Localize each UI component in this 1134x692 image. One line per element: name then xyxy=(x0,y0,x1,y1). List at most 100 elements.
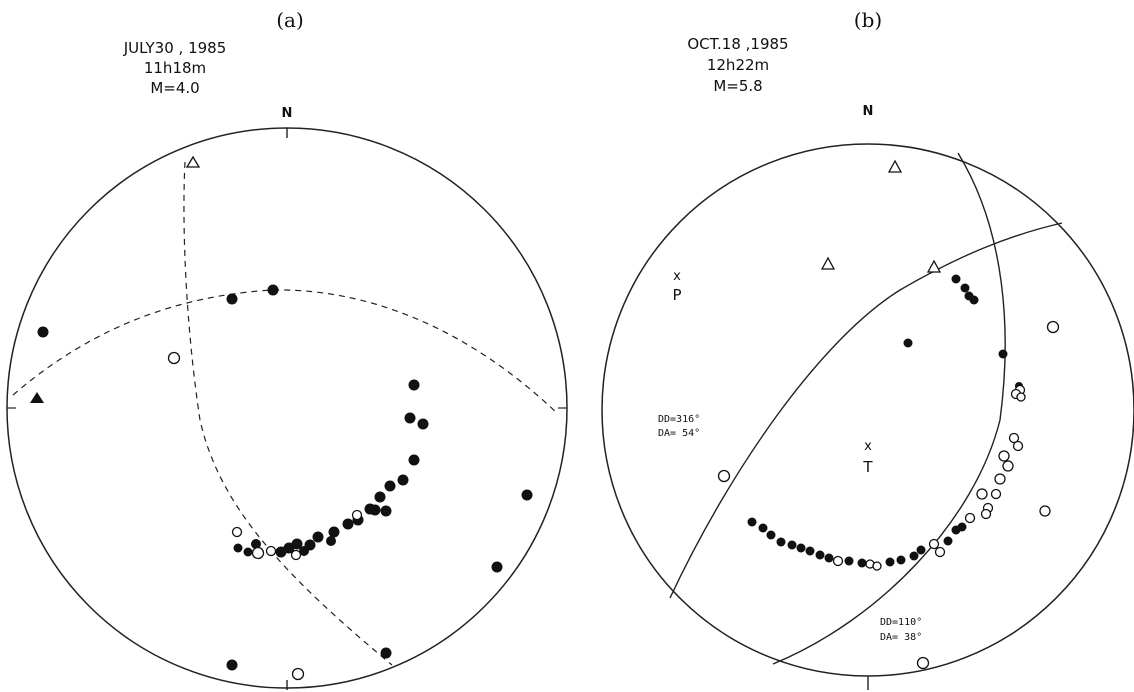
compression-point xyxy=(408,454,420,466)
dilatation-point xyxy=(231,526,243,538)
compression-point xyxy=(758,523,768,533)
panel-b-date: OCT.18 ,1985 xyxy=(687,35,788,53)
dilatation-point xyxy=(717,469,731,483)
compression-point xyxy=(404,412,416,424)
dilatation-point xyxy=(832,555,844,567)
panel-a-label: (a) xyxy=(276,8,304,32)
panel-a-filled-triangle xyxy=(30,392,44,403)
panel-b-nodal-plane-2 xyxy=(772,152,1006,665)
dilatation-point xyxy=(928,538,940,550)
compression-point xyxy=(299,546,309,556)
compression-point xyxy=(37,326,49,338)
dilatation-point xyxy=(916,656,930,670)
compression-point xyxy=(969,295,979,305)
panel-b-north-label: N xyxy=(863,104,874,119)
compression-point xyxy=(909,551,919,561)
panel-b-nodal-plane-1 xyxy=(669,222,1063,599)
dilatation-point xyxy=(990,488,1002,500)
compression-point xyxy=(417,418,429,430)
dilatation-point xyxy=(994,473,1006,485)
compression-point xyxy=(903,338,913,348)
compression-point xyxy=(226,659,238,671)
panel-a-compressions xyxy=(37,284,533,671)
dilatation-point xyxy=(251,546,265,560)
panel-a-dilatations xyxy=(167,351,363,681)
compression-point xyxy=(815,550,825,560)
dilatation-point xyxy=(265,545,277,557)
dilatation-point xyxy=(980,508,992,520)
panel-a-nodal-plane-1 xyxy=(12,289,559,415)
panel-a-north-label: N xyxy=(282,106,293,121)
panel-a-net-circle xyxy=(6,127,568,689)
compression-point xyxy=(844,556,854,566)
panel-a-open-triangle xyxy=(185,155,201,168)
compression-point xyxy=(998,349,1008,359)
dilatation-point xyxy=(1012,440,1024,452)
plane-1-dip-angle: DA= 54° xyxy=(658,428,700,439)
panel-b-time: 12h22m xyxy=(707,56,769,74)
dilatation-point xyxy=(1046,320,1060,334)
compression-point xyxy=(916,545,926,555)
compression-point xyxy=(796,543,806,553)
dilatation-point xyxy=(1002,460,1014,472)
dilatation-point xyxy=(964,512,976,524)
compression-point xyxy=(957,522,967,532)
compression-point xyxy=(384,480,396,492)
compression-point xyxy=(408,379,420,391)
compression-point xyxy=(328,526,340,538)
compression-point xyxy=(951,274,961,284)
panel-a-magnitude: M=4.0 xyxy=(150,79,199,97)
open-triangle xyxy=(887,159,903,173)
dilatation-point xyxy=(290,549,302,561)
dilatation-point xyxy=(976,488,988,500)
panel-b-stereonet: x P x T DD=316° DA= 54° DD=110° DA= 38° xyxy=(601,143,1134,690)
panel-a-stereonet xyxy=(6,127,568,690)
compression-point xyxy=(374,491,386,503)
plane-2-dip-angle: DA= 38° xyxy=(880,632,922,643)
dilatation-point xyxy=(1016,392,1026,402)
plane-2-dip-direction: DD=110° xyxy=(880,617,922,628)
p-axis-label: P xyxy=(672,286,681,304)
dilatation-point xyxy=(934,546,946,558)
open-triangle xyxy=(820,256,836,270)
dilatation-point xyxy=(167,351,181,365)
compression-point xyxy=(491,561,503,573)
panel-b-net-circle xyxy=(601,143,1134,677)
compression-point xyxy=(824,553,834,563)
panel-b-dilatations xyxy=(717,320,1060,670)
dilatation-point xyxy=(291,667,305,681)
compression-point xyxy=(226,293,238,305)
dilatation-point xyxy=(1039,505,1051,517)
compression-point xyxy=(787,540,797,550)
compression-point xyxy=(369,504,381,516)
compression-point xyxy=(747,517,757,527)
t-axis-label: T xyxy=(862,458,873,476)
p-axis-mark: x xyxy=(673,269,681,284)
compression-point xyxy=(233,543,243,553)
compression-point xyxy=(960,283,970,293)
compression-point xyxy=(251,539,261,549)
panel-a-nodal-plane-2 xyxy=(183,161,393,666)
t-axis-mark: x xyxy=(864,439,872,454)
compression-point xyxy=(766,530,776,540)
compression-point xyxy=(943,536,953,546)
compression-point xyxy=(380,647,392,659)
compression-point xyxy=(776,537,786,547)
compression-point xyxy=(397,474,409,486)
compression-point xyxy=(380,505,392,517)
compression-point xyxy=(805,546,815,556)
panel-a-time: 11h18m xyxy=(144,59,206,77)
compression-point xyxy=(342,518,354,530)
compression-point xyxy=(885,557,895,567)
dilatation-point xyxy=(1008,432,1020,444)
plane-1-dip-direction: DD=316° xyxy=(658,414,700,425)
dilatation-point xyxy=(998,450,1010,462)
panel-a-date: JULY30 , 1985 xyxy=(123,39,227,57)
panel-b-triangles xyxy=(820,159,942,273)
compression-point xyxy=(267,284,279,296)
compression-point xyxy=(243,547,253,557)
compression-point xyxy=(326,536,336,546)
panel-b-compressions xyxy=(747,274,1023,568)
dilatation-point xyxy=(351,509,363,521)
